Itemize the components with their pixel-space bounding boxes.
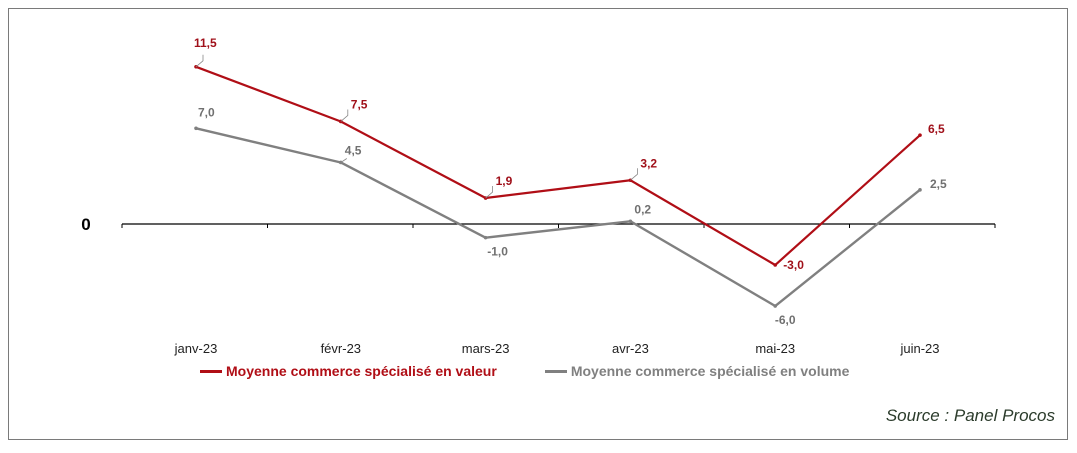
label-leader-valeur (340, 109, 349, 122)
x-tick-label: avr-23 (612, 341, 649, 356)
series-line-valeur (195, 65, 921, 267)
data-label-volume: 0,2 (634, 202, 651, 216)
data-label-valeur: -3,0 (783, 258, 804, 272)
data-point-volume (918, 188, 922, 192)
label-leader-valeur (630, 168, 638, 181)
data-label-valeur: 6,5 (928, 122, 945, 136)
data-label-valeur: 3,2 (640, 156, 657, 170)
x-tick-label: janv-23 (174, 341, 218, 356)
data-label-volume: 4,5 (345, 143, 362, 157)
x-tick-label: mai-23 (755, 341, 795, 356)
label-leader-valeur (195, 54, 204, 68)
data-label-volume: 2,5 (930, 177, 947, 191)
legend-label-volume: Moyenne commerce spécialisé en volume (570, 363, 850, 379)
label-leader-valeur (485, 186, 494, 199)
zero-label: 0 (81, 215, 90, 234)
series-line-volume (195, 127, 921, 308)
data-label-valeur: 7,5 (351, 97, 368, 111)
chart-frame (8, 8, 1068, 440)
label-leader-volume (340, 158, 348, 163)
data-label-valeur: 1,9 (496, 174, 513, 188)
legend-label-valeur: Moyenne commerce spécialisé en valeur (226, 363, 497, 379)
data-point-volume (194, 126, 198, 131)
legend-swatch-volume (544, 369, 567, 373)
data-point-volume (628, 219, 633, 224)
data-label-volume: -1,0 (487, 245, 508, 259)
legend-swatch-valeur (200, 369, 222, 373)
x-tick-label: juin-23 (899, 341, 939, 356)
data-label-valeur: 11,5 (194, 36, 217, 50)
data-point-volume (483, 235, 488, 240)
source-note: Source : Panel Procos (885, 406, 1055, 425)
data-point-valeur (918, 133, 922, 137)
legend-item-volume: Moyenne commerce spécialisé en volume (544, 363, 850, 379)
x-tick-label: mars-23 (462, 341, 510, 356)
x-tick-label: févr-23 (321, 341, 361, 356)
data-label-volume: -6,0 (775, 313, 796, 327)
legend: Moyenne commerce spécialisé en valeur Mo… (200, 363, 897, 379)
data-point-valeur (773, 263, 777, 267)
legend-item-valeur: Moyenne commerce spécialisé en valeur (200, 363, 497, 379)
data-label-volume: 7,0 (198, 105, 215, 119)
data-point-volume (773, 304, 777, 308)
